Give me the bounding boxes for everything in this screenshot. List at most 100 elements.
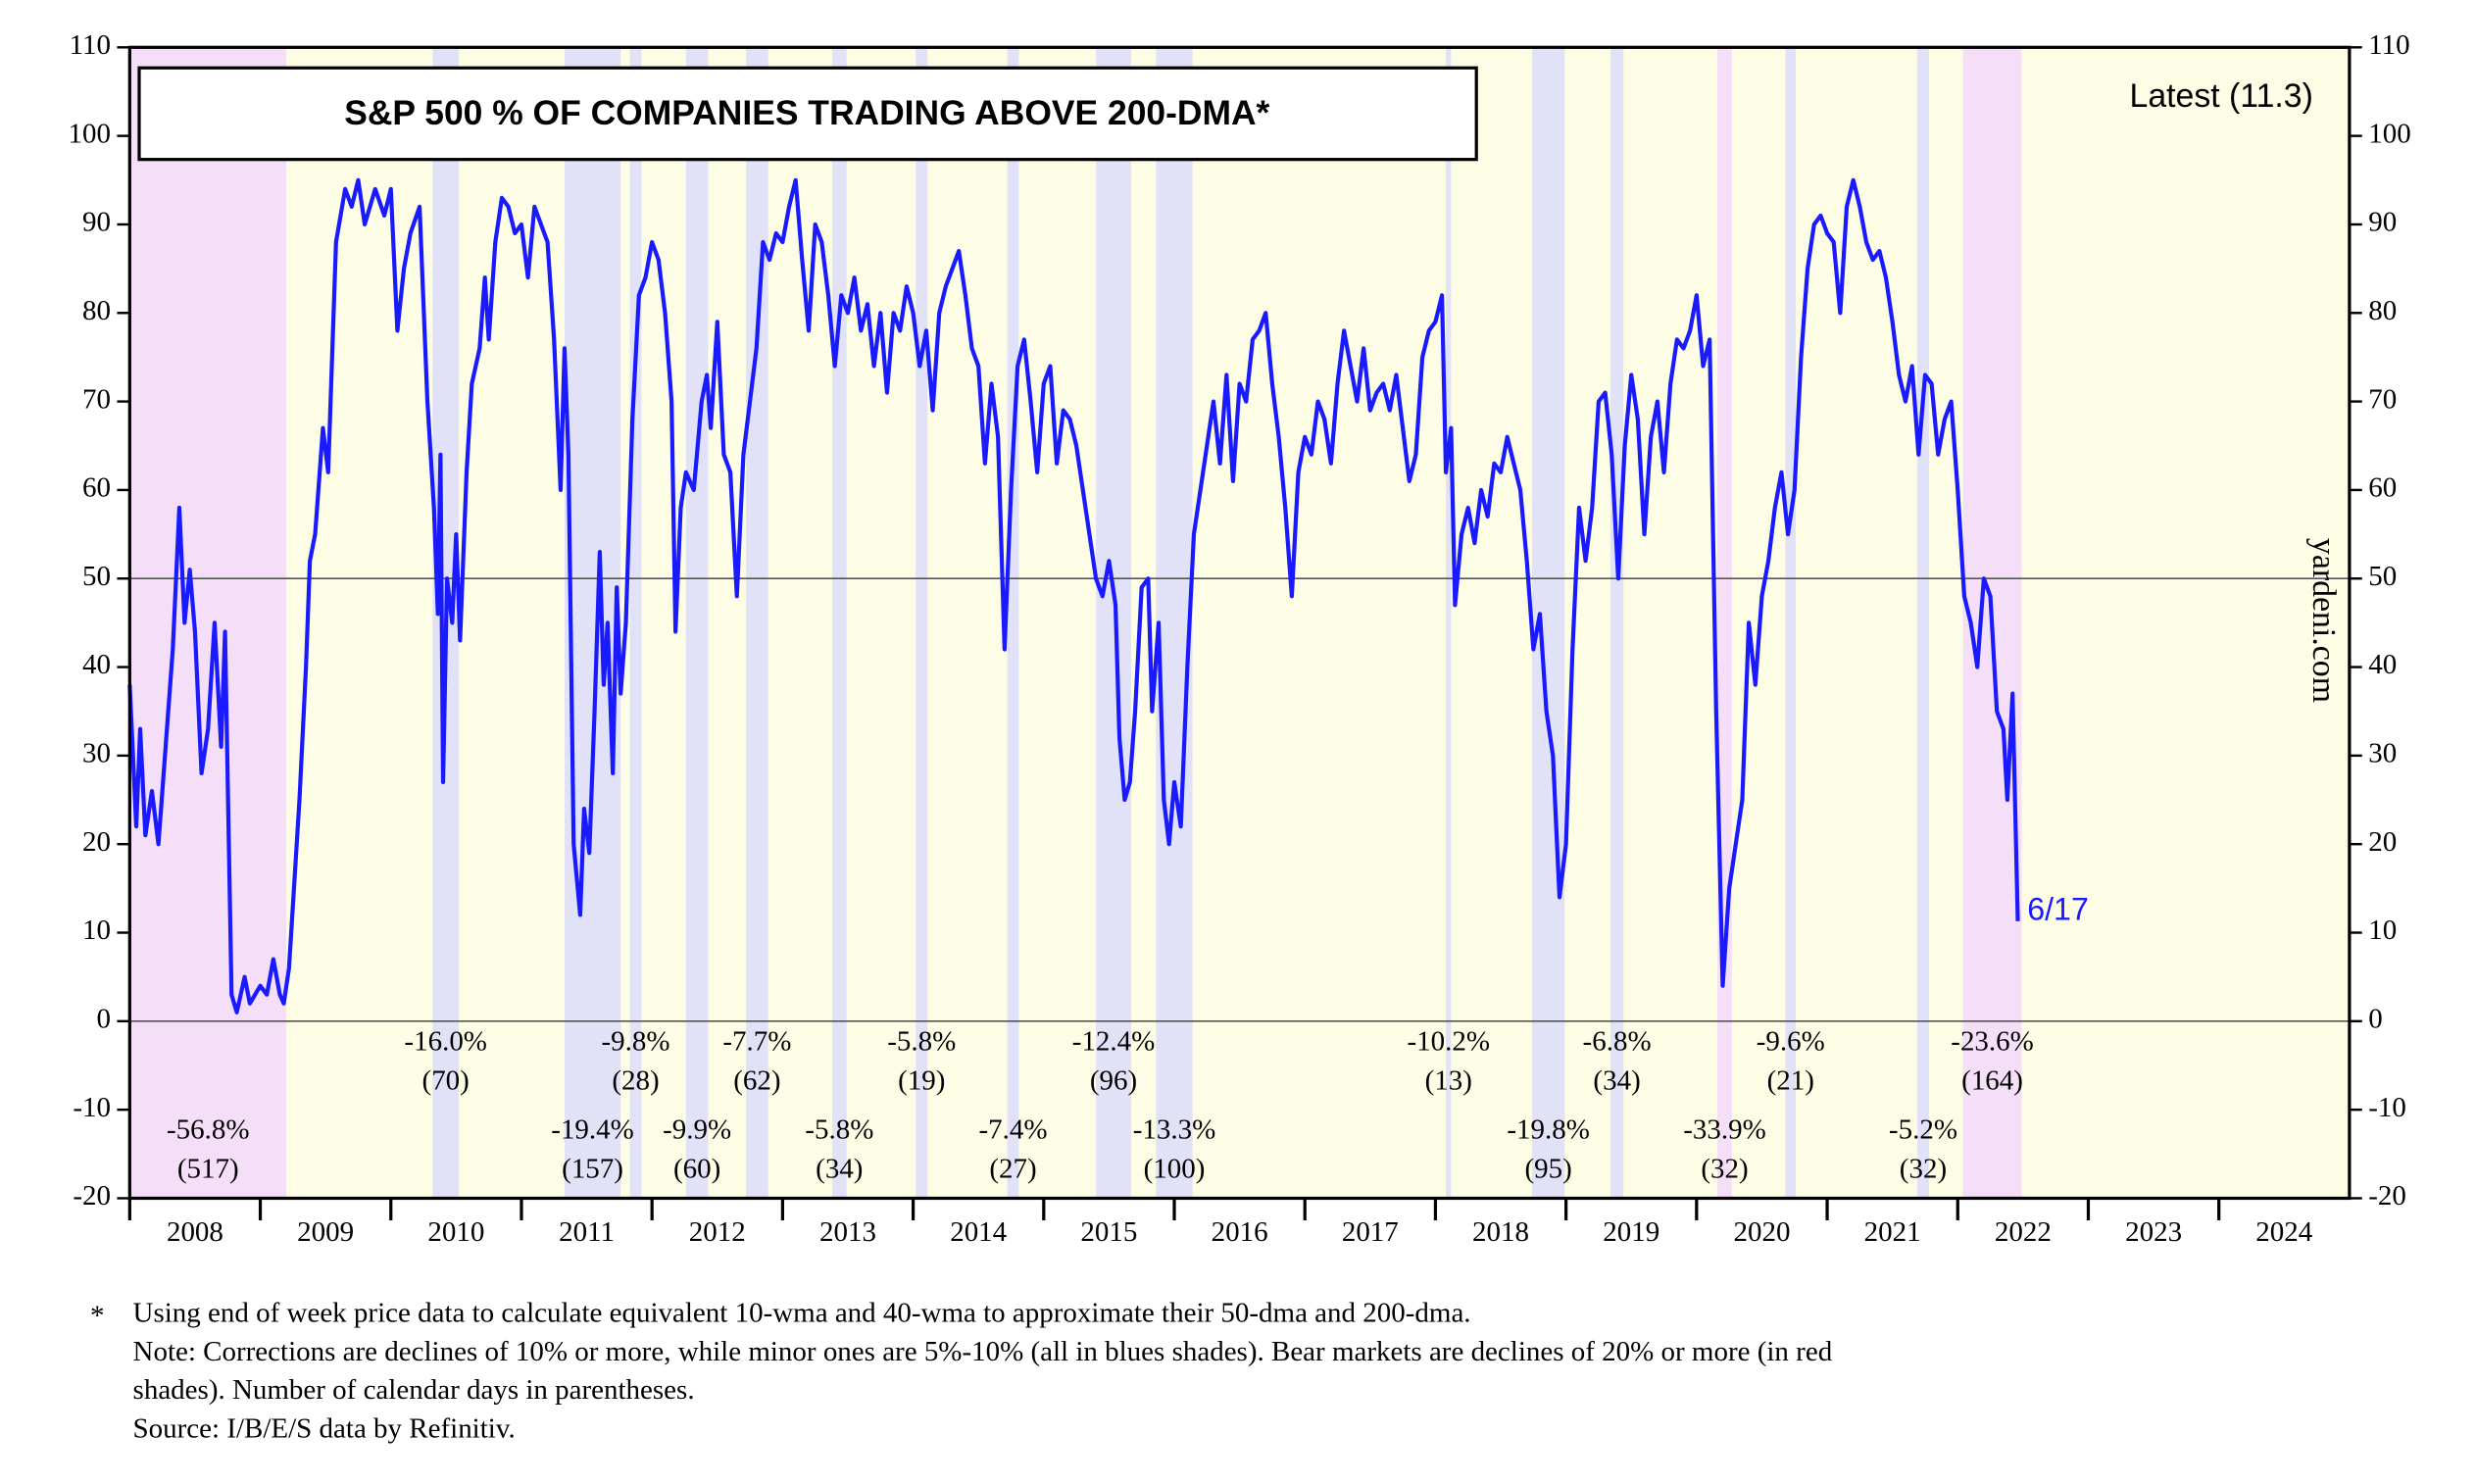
- footnote: Source: I/B/E/S data by Refinitiv.: [133, 1413, 516, 1445]
- correction-band: [831, 47, 847, 1199]
- y-tick-label: 20: [82, 826, 111, 858]
- days-label: (13): [1425, 1065, 1472, 1097]
- days-label: (32): [1701, 1154, 1748, 1185]
- y-tick-label: 40: [82, 649, 111, 680]
- y-tick-label: 100: [69, 118, 111, 149]
- end-label: 6/17: [2027, 892, 2089, 927]
- days-label: (32): [1900, 1154, 1947, 1185]
- y-tick-label: -20: [73, 1180, 111, 1212]
- decline-label: -33.9%: [1683, 1113, 1766, 1145]
- x-tick-label: 2018: [1472, 1216, 1529, 1248]
- y-tick-label: 10: [82, 915, 111, 946]
- decline-label: -13.3%: [1133, 1113, 1216, 1145]
- y2-tick-label: 10: [2368, 915, 2397, 946]
- x-tick-label: 2008: [167, 1216, 223, 1248]
- y2-tick-label: 40: [2368, 649, 2397, 680]
- y2-tick-label: -10: [2368, 1092, 2406, 1123]
- footnote: Using end of week price data to calculat…: [133, 1297, 1471, 1328]
- decline-label: -5.8%: [805, 1113, 873, 1145]
- y-tick-label: -10: [73, 1092, 111, 1123]
- x-tick-label: 2016: [1212, 1216, 1268, 1248]
- days-label: (60): [673, 1154, 720, 1185]
- chart-title: S&P 500 % OF COMPANIES TRADING ABOVE 200…: [344, 93, 1269, 132]
- bear-band: [129, 47, 287, 1199]
- days-label: (157): [562, 1154, 623, 1185]
- y2-tick-label: 30: [2368, 738, 2397, 769]
- decline-label: -9.9%: [663, 1113, 731, 1145]
- decline-label: -7.7%: [722, 1025, 791, 1057]
- y-tick-label: 90: [82, 207, 111, 238]
- days-label: (62): [733, 1065, 780, 1097]
- decline-label: -9.8%: [602, 1025, 670, 1057]
- decline-label: -7.4%: [978, 1113, 1047, 1145]
- days-label: (19): [898, 1065, 945, 1097]
- x-tick-label: 2017: [1342, 1216, 1399, 1248]
- plot-frame: [127, 45, 2352, 1201]
- y2-tick-label: 20: [2368, 826, 2397, 858]
- data-line: [127, 177, 2020, 1014]
- y2-tick-label: 100: [2368, 118, 2410, 149]
- decline-label: -5.2%: [1889, 1113, 1957, 1145]
- x-tick-label: 2022: [1995, 1216, 2052, 1248]
- correction-band: [916, 47, 928, 1199]
- y-tick-label: 110: [70, 29, 111, 61]
- decline-label: -19.8%: [1507, 1113, 1590, 1145]
- footnote: shades). Number of calendar days in pare…: [133, 1374, 695, 1406]
- days-label: (100): [1144, 1154, 1206, 1185]
- correction-band: [564, 47, 621, 1199]
- plot: -56.8% (517) -16.0% (70) -19.4% (157) -9.8% (28…: [127, 177, 2089, 1185]
- footnote-marker: *: [90, 1301, 105, 1332]
- decline-label: -16.0%: [404, 1025, 487, 1057]
- decline-label: -56.8%: [167, 1113, 250, 1145]
- days-label: (27): [989, 1154, 1036, 1185]
- y2-tick-label: 0: [2368, 1003, 2383, 1034]
- x-tick-label: 2011: [559, 1216, 615, 1248]
- y-tick-label: 50: [82, 561, 111, 592]
- y2-tick-label: 50: [2368, 561, 2397, 592]
- days-label: (96): [1090, 1065, 1137, 1097]
- watermark: yardeni.com: [2305, 538, 2342, 703]
- y2-tick-label: 110: [2368, 29, 2409, 61]
- days-label: (70): [422, 1065, 470, 1097]
- correction-band: [685, 47, 709, 1199]
- latest-label: Latest (11.3): [2130, 77, 2313, 115]
- y2-tick-label: 80: [2368, 295, 2397, 326]
- days-label: (21): [1767, 1065, 1814, 1097]
- correction-band: [629, 47, 642, 1199]
- x-tick-label: 2010: [427, 1216, 484, 1248]
- x-tick-label: 2014: [950, 1216, 1007, 1248]
- correction-band: [1096, 47, 1132, 1199]
- x-tick-label: 2015: [1080, 1216, 1137, 1248]
- x-tick-label: 2021: [1864, 1216, 1921, 1248]
- correction-band: [1785, 47, 1797, 1199]
- days-label: (95): [1525, 1154, 1572, 1185]
- x-tick-label: 2019: [1603, 1216, 1659, 1248]
- x-tick-label: 2023: [2125, 1216, 2182, 1248]
- days-label: (28): [612, 1065, 659, 1097]
- days-label: (34): [816, 1154, 863, 1185]
- bear-band: [1717, 47, 1732, 1199]
- correction-band: [1156, 47, 1193, 1199]
- correction-band: [746, 47, 768, 1199]
- y-tick-label: 70: [82, 383, 111, 415]
- y2-tick-label: 90: [2368, 207, 2397, 238]
- footnotes: * Using end of week price data to calcula…: [90, 1297, 1833, 1444]
- footnote: Note: Corrections are declines of 10% or…: [133, 1336, 1833, 1367]
- correction-band: [1609, 47, 1624, 1199]
- x-tick-label: 2013: [819, 1216, 876, 1248]
- x-tick-label: 2024: [2255, 1216, 2312, 1248]
- x-tick-label: 2009: [297, 1216, 354, 1248]
- x-tick-label: 2020: [1733, 1216, 1790, 1248]
- y2-tick-label: 60: [2368, 472, 2397, 504]
- decline-label: -19.4%: [551, 1113, 634, 1145]
- correction-band: [1446, 47, 1452, 1199]
- decline-label: -23.6%: [1951, 1025, 2034, 1057]
- decline-label: -6.8%: [1583, 1025, 1652, 1057]
- days-label: (517): [177, 1154, 239, 1185]
- decline-label: -9.6%: [1757, 1025, 1825, 1057]
- y-tick-label: 80: [82, 295, 111, 326]
- decline-label: -5.8%: [887, 1025, 956, 1057]
- decline-label: -12.4%: [1072, 1025, 1156, 1057]
- days-label: (164): [1961, 1065, 2023, 1097]
